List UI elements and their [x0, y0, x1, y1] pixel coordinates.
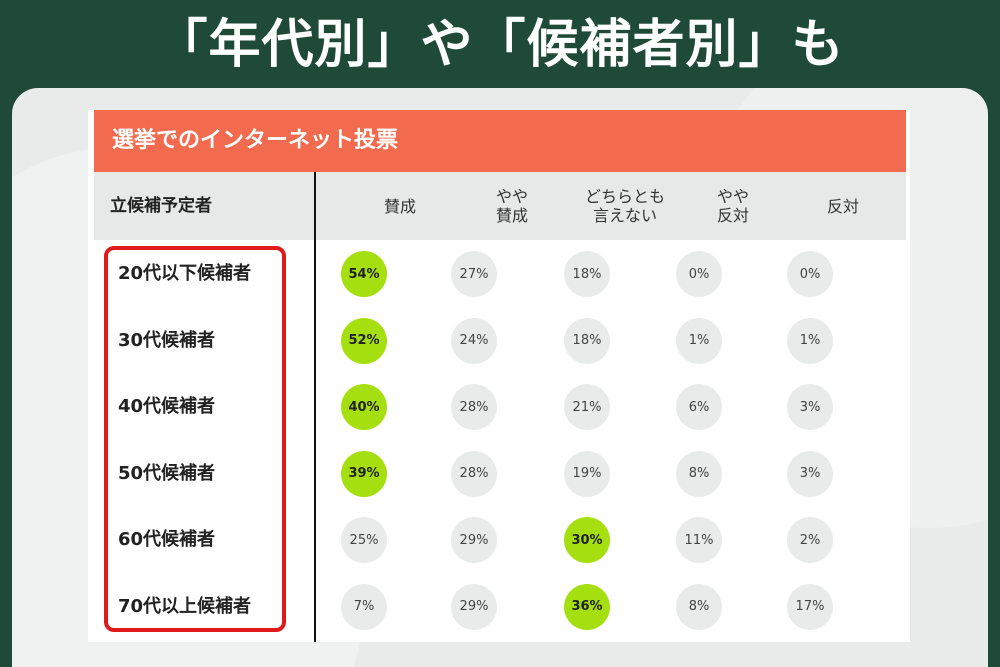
- value-cell: 25%: [341, 517, 387, 563]
- value-cell: 28%: [451, 450, 497, 497]
- value-cell: 54%: [341, 251, 387, 297]
- row-label: 30代候補者: [118, 329, 216, 351]
- slide-title: 「年代別」や「候補者別」も: [155, 15, 845, 75]
- value-cell: 29%: [451, 517, 497, 563]
- card-header: 選挙でのインターネット投票: [94, 110, 906, 172]
- value-cell: 21%: [564, 384, 610, 430]
- value-cell: 3%: [787, 384, 833, 430]
- row-label: 50代候補者: [118, 462, 216, 484]
- annotation-highlight-box: [104, 246, 286, 632]
- row-label: 60代候補者: [118, 529, 216, 550]
- value-cell: 18%: [564, 317, 610, 364]
- value-cell: 24%: [451, 317, 497, 364]
- value-cell: 52%: [341, 317, 387, 364]
- value-cell: 17%: [787, 583, 833, 630]
- results-table-card: 選挙でのインターネット投票 立候補予定者 賛成 やや 賛成 どちらとも 言えない…: [88, 110, 910, 642]
- value-cell: 11%: [676, 517, 722, 563]
- value-cell: 3%: [787, 450, 833, 497]
- value-cell: 0%: [787, 251, 833, 297]
- value-cell: 39%: [341, 450, 387, 497]
- column-header-agree: 賛成: [383, 196, 416, 216]
- value-cell: 7%: [341, 583, 387, 630]
- value-cell: 2%: [787, 517, 833, 563]
- value-cell: 6%: [676, 384, 722, 430]
- value-cell: 30%: [564, 517, 610, 563]
- column-header-candidate: 立候補予定者: [110, 196, 212, 216]
- row-label: 40代候補者: [118, 396, 216, 417]
- value-cell: 28%: [451, 384, 497, 430]
- column-divider: [314, 172, 316, 642]
- column-header-row: 立候補予定者 賛成 やや 賛成 どちらとも 言えない やや 反対 反対: [94, 172, 906, 240]
- value-cell: 40%: [341, 384, 387, 430]
- row-label: 20代以下候補者: [118, 263, 252, 284]
- value-cell: 18%: [564, 251, 610, 297]
- value-cell: 29%: [451, 583, 497, 630]
- value-cell: 1%: [787, 317, 833, 364]
- column-header-neutral: どちらとも 言えない: [584, 187, 665, 225]
- card-title: 選挙でのインターネット投票: [112, 128, 399, 153]
- column-header-somewhat-agree: やや 賛成: [495, 187, 528, 225]
- value-cell: 0%: [676, 251, 722, 297]
- value-cell: 8%: [676, 450, 722, 497]
- value-cell: 8%: [676, 583, 722, 630]
- value-cell: 19%: [564, 450, 610, 497]
- column-header-somewhat-disagree: やや 反対: [716, 187, 749, 225]
- row-label: 70代以上候補者: [118, 595, 252, 617]
- value-cell: 27%: [451, 251, 497, 297]
- value-cell: 1%: [676, 317, 722, 364]
- value-cell: 36%: [564, 583, 610, 630]
- column-header-disagree: 反対: [826, 196, 859, 216]
